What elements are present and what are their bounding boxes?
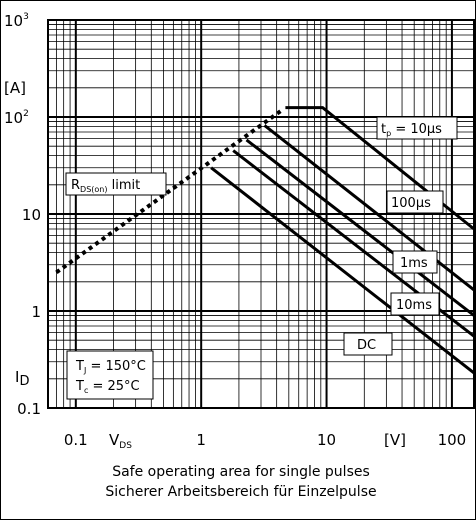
series-label-10us: tp = 10µs bbox=[381, 122, 442, 138]
y-tick-label: 0.1 bbox=[17, 400, 41, 418]
y-axis-symbol: ID bbox=[15, 368, 29, 389]
series-line-0 bbox=[285, 106, 475, 231]
x-tick-label: 0.1 bbox=[64, 431, 88, 449]
series-label-box-1ms bbox=[392, 250, 438, 274]
x-tick-label: 1 bbox=[196, 431, 206, 449]
series-label-box-dc bbox=[343, 332, 393, 356]
x-tick-labels: 0.1 1 10 100 bbox=[64, 431, 466, 449]
caption-line-1: Safe operating area for single pulses bbox=[112, 464, 370, 480]
series-label-box-100us bbox=[386, 190, 444, 214]
series-line-1 bbox=[263, 124, 475, 292]
x-tick-label: 100 bbox=[438, 431, 467, 449]
series-label-1ms: 1ms bbox=[400, 256, 428, 271]
plot-border bbox=[47, 19, 475, 409]
x-tick-label: 10 bbox=[317, 431, 336, 449]
condition-tc: Tc = 25°C bbox=[75, 379, 140, 395]
caption-line-2: Sicherer Arbeitsbereich für Einzelpulse bbox=[105, 484, 376, 500]
conditions-box bbox=[66, 350, 154, 400]
rds-limit-label: RDS(on) limit bbox=[71, 178, 140, 194]
y-tick-labels: 0.1 1 10 102 103 bbox=[4, 12, 41, 418]
series-line-2 bbox=[245, 138, 475, 317]
y-tick-label: 102 bbox=[4, 109, 29, 127]
x-axis-unit: [V] bbox=[384, 431, 406, 449]
series-label-100us: 100µs bbox=[391, 196, 431, 211]
grid-major bbox=[47, 19, 475, 409]
series-label-box-10ms bbox=[390, 292, 440, 316]
series-label-box-10us bbox=[376, 116, 458, 140]
y-tick-label: 10 bbox=[22, 206, 41, 224]
series-label-dc: DC bbox=[357, 338, 376, 353]
y-tick-label: 103 bbox=[4, 12, 29, 30]
condition-tj: TJ = 150°C bbox=[75, 359, 146, 375]
series-label-10ms: 10ms bbox=[396, 298, 432, 313]
y-axis-unit: [A] bbox=[4, 79, 26, 97]
series-line-4 bbox=[210, 166, 475, 375]
rds-limit-label-box bbox=[65, 172, 167, 196]
y-tick-label: 1 bbox=[31, 303, 41, 321]
x-axis-symbol: VDS bbox=[109, 431, 132, 451]
rds-limit-line bbox=[55, 107, 285, 275]
